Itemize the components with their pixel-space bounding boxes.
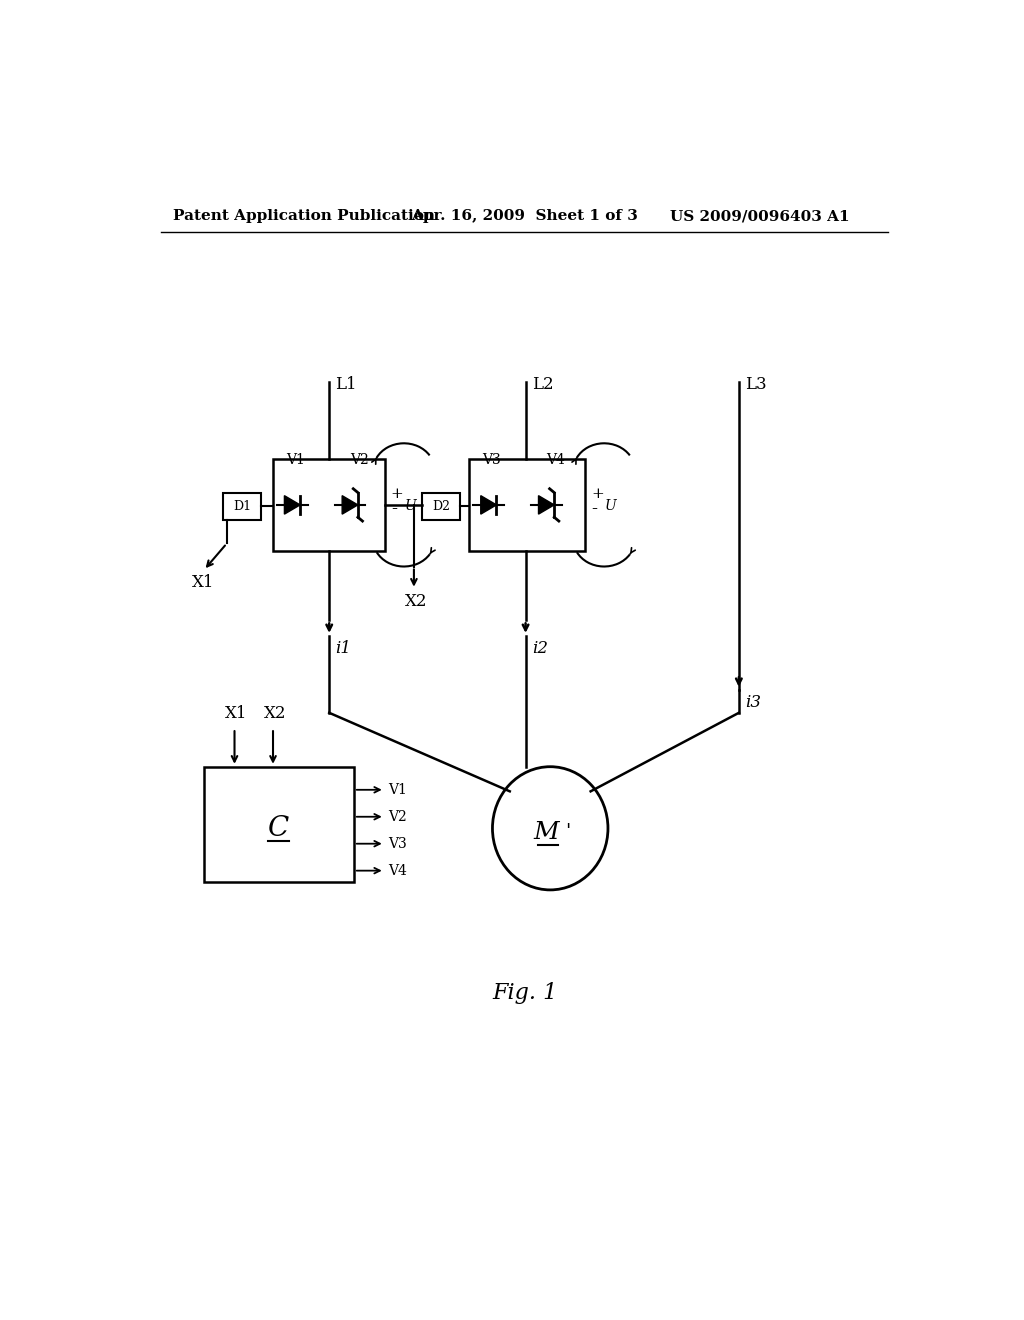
Text: X2: X2	[404, 594, 427, 610]
Text: V4: V4	[388, 863, 408, 878]
Text: L3: L3	[745, 376, 767, 392]
Polygon shape	[285, 496, 300, 515]
Text: US 2009/0096403 A1: US 2009/0096403 A1	[670, 209, 849, 223]
Bar	[223, 494, 261, 520]
Text: D2: D2	[432, 500, 450, 513]
Text: Apr. 16, 2009  Sheet 1 of 3: Apr. 16, 2009 Sheet 1 of 3	[412, 209, 639, 223]
Text: M: M	[534, 821, 559, 843]
Polygon shape	[342, 496, 357, 515]
Text: -: -	[591, 500, 597, 519]
Text: V2: V2	[388, 809, 408, 824]
Text: i2: i2	[531, 640, 548, 656]
Text: V3: V3	[388, 837, 408, 850]
Text: L2: L2	[531, 376, 553, 392]
Bar	[204, 767, 354, 882]
Text: ': '	[565, 824, 570, 841]
Text: +: +	[591, 487, 604, 502]
Text: X1: X1	[193, 574, 215, 591]
Text: Fig. 1: Fig. 1	[493, 982, 557, 1005]
Text: V1: V1	[388, 783, 408, 797]
Text: L1: L1	[336, 376, 357, 392]
Text: Patent Application Publication: Patent Application Publication	[173, 209, 435, 223]
Text: C: C	[267, 814, 289, 842]
Bar	[273, 459, 385, 552]
Bar	[469, 459, 585, 552]
Text: X2: X2	[264, 705, 287, 722]
Text: U: U	[404, 499, 417, 513]
Text: i3: i3	[745, 693, 761, 710]
Text: X1: X1	[225, 705, 248, 722]
Text: +: +	[391, 487, 403, 502]
Text: V1: V1	[286, 453, 305, 466]
Text: i1: i1	[336, 640, 351, 656]
Text: V3: V3	[482, 453, 501, 466]
Text: V2: V2	[350, 453, 369, 466]
Text: V4: V4	[547, 453, 565, 466]
Bar	[422, 494, 460, 520]
Text: -: -	[391, 500, 397, 519]
Polygon shape	[480, 496, 497, 515]
Polygon shape	[539, 496, 554, 515]
Text: U: U	[605, 499, 616, 513]
Text: D1: D1	[233, 500, 251, 513]
